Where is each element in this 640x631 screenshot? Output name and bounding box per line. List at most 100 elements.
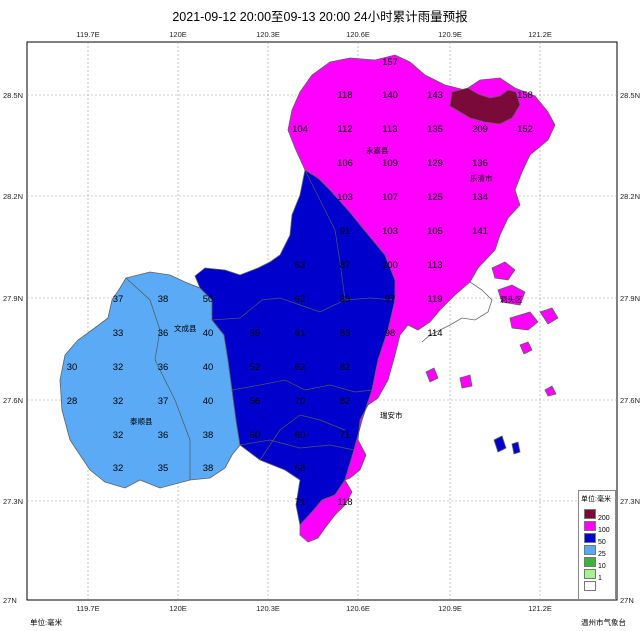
grid-value: 60 — [295, 430, 306, 441]
lat-tick-label: 27.3N — [3, 497, 23, 506]
lon-tick-label: 120.3E — [256, 30, 280, 39]
coastline — [421, 281, 493, 343]
grid-value: 71 — [295, 497, 306, 508]
lat-tick-label: 28.5N — [620, 91, 640, 100]
grid-value: 82 — [340, 396, 351, 407]
grid-value: 37 — [158, 396, 169, 407]
place-label: 乐清市 — [470, 173, 493, 183]
grid-value: 113 — [427, 260, 442, 271]
lat-tick-label: 27.6N — [3, 396, 23, 405]
lat-tick-label: 27N — [620, 596, 634, 605]
grid-value: 118 — [337, 90, 352, 101]
grid-value: 32 — [113, 396, 124, 407]
lon-tick-label: 120E — [169, 30, 187, 39]
legend-swatch — [584, 509, 596, 519]
lon-tick-label: 120.9E — [438, 604, 462, 613]
grid-value: 38 — [203, 430, 214, 441]
grid-value: 91 — [340, 226, 351, 237]
lat-tick-label: 28.2N — [3, 192, 23, 201]
unit-label: 单位:毫米 — [30, 618, 63, 627]
grid-value: 106 — [337, 158, 353, 169]
county-boundaries — [125, 169, 396, 480]
grid-value: 30 — [67, 362, 78, 373]
grid-value: 32 — [113, 463, 124, 474]
lon-tick-label: 120.9E — [438, 30, 462, 39]
grid-value: 119 — [427, 294, 442, 305]
grid-value: 82 — [340, 362, 351, 373]
legend-label: 100 — [598, 527, 610, 534]
legend-label: 200 — [598, 515, 610, 522]
grid-value: 33 — [113, 328, 124, 339]
legend-swatch — [584, 533, 596, 543]
grid-value: 50 — [203, 294, 214, 305]
grid-value: 118 — [337, 497, 352, 508]
grid-value: 40 — [203, 328, 214, 339]
grid-value: 59 — [250, 328, 261, 339]
grid-value: 63 — [295, 260, 306, 271]
grid-value: 87 — [340, 260, 351, 271]
rain-zones — [59, 54, 559, 543]
grid-value: 32 — [113, 362, 124, 373]
grid-value: 209 — [472, 124, 488, 135]
place-label: 文成县 — [174, 323, 197, 333]
place-label: 瑞安市 — [380, 410, 403, 420]
lon-tick-label: 119.7E — [76, 604, 99, 613]
lon-tick-label: 121.2E — [528, 30, 552, 39]
island-2 — [497, 284, 526, 306]
grid-value: 38 — [203, 463, 214, 474]
lon-tick-label: 120.3E — [256, 604, 280, 613]
legend-label: 25 — [598, 551, 606, 558]
island-6 — [425, 367, 439, 383]
island-9 — [493, 435, 507, 453]
lat-tick-label: 28.2N — [620, 192, 640, 201]
grid-value: 114 — [427, 328, 442, 339]
grid-value: 60 — [250, 430, 261, 441]
grid-value: 152 — [517, 124, 533, 135]
grid-value: 129 — [427, 158, 443, 169]
island-10 — [511, 441, 521, 455]
lon-tick-label: 120E — [169, 604, 187, 613]
island-3 — [509, 311, 539, 331]
legend: 单位:毫米 200 100 50 25 10 1 — [578, 490, 616, 600]
legend-label: 10 — [598, 563, 606, 570]
grid-value: 38 — [158, 294, 169, 305]
lat-tick-label: 28.5N — [3, 91, 23, 100]
grid-value: 37 — [113, 294, 124, 305]
island-4 — [539, 307, 559, 325]
grid-value: 104 — [292, 124, 308, 135]
grid-value: 158 — [517, 90, 533, 101]
legend-swatch — [584, 569, 596, 579]
grid-value: 125 — [427, 192, 443, 203]
grid-value: 83 — [340, 294, 351, 305]
grid-value: 40 — [203, 362, 214, 373]
grid-value: 62 — [295, 294, 306, 305]
grid-value: 112 — [337, 124, 352, 135]
grid-value: 109 — [382, 158, 398, 169]
lat-tick-label: 27.9N — [620, 294, 640, 303]
grid-value: 40 — [203, 396, 214, 407]
grid-value: 141 — [472, 226, 488, 237]
grid-value: 62 — [295, 362, 306, 373]
island-8 — [544, 385, 557, 397]
grid-value: 143 — [427, 90, 443, 101]
grid-value: 97 — [385, 294, 396, 305]
lon-tick-label: 119.7E — [76, 30, 99, 39]
island-7 — [459, 374, 473, 389]
grid-value: 105 — [427, 226, 443, 237]
grid-value: 136 — [472, 158, 488, 169]
lon-tick-label: 121.2E — [528, 604, 552, 613]
grid-value: 83 — [340, 328, 351, 339]
grid-value: 56 — [250, 396, 261, 407]
grid-value: 36 — [158, 362, 169, 373]
legend-label: 1 — [598, 575, 602, 582]
grid-value: 61 — [295, 328, 306, 339]
lon-tick-label: 120.6E — [346, 30, 370, 39]
grid-value: 100 — [382, 260, 398, 271]
lat-tick-label: 27.9N — [3, 294, 23, 303]
legend-swatch — [584, 545, 596, 555]
grid-value: 35 — [158, 463, 169, 474]
grid-value: 52 — [250, 362, 261, 373]
grid-value: 134 — [472, 192, 488, 203]
grid-value: 36 — [158, 328, 169, 339]
grid-value: 63 — [295, 463, 306, 474]
